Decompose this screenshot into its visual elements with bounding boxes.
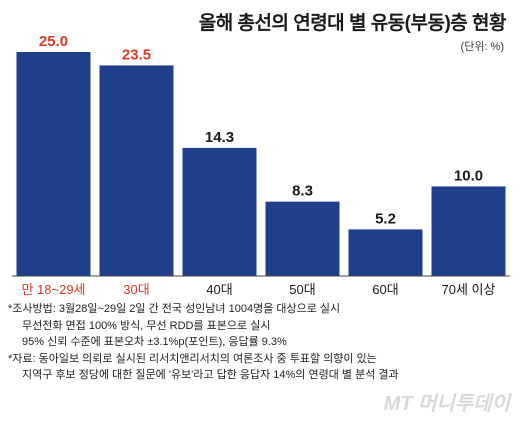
value-label-4: 8.3 [292, 183, 313, 200]
value-label-2: 23.5 [122, 46, 151, 63]
category-label-2: 30대 [123, 282, 149, 297]
survey-method-line-1: *조사방법: 3월28일~29일 2일 간 전국 성인남녀 1004명을 대상으… [8, 303, 341, 315]
value-label-3: 14.3 [205, 129, 234, 146]
chart-title: 올해 총선의 연령대 별 유동(부동)층 현황 [198, 13, 507, 34]
bar-chart: 25.0 만 18~29세 23.5 30대 14.3 40대 8.3 50대 5.2 60대 10… [12, 33, 510, 297]
bar-2 [99, 65, 174, 276]
source-line-2: 지역구 후보 정당에 대한 질문에 '유보'라고 답한 응답자 14%의 연령대… [22, 369, 399, 381]
bar-3 [182, 147, 257, 276]
watermark-logo: MT 머니투데이 [383, 393, 510, 415]
bar-5 [348, 229, 423, 276]
value-label-6: 10.0 [454, 167, 483, 184]
category-label-6: 70세 이상 [442, 282, 496, 297]
unit-label: (단위: %) [460, 41, 504, 53]
survey-method-line-2: 무선전화 면접 100% 방식, 무선 RDD를 표본으로 실시 [22, 319, 271, 332]
value-label-1: 25.0 [39, 33, 68, 50]
category-label-5: 60대 [372, 282, 398, 297]
category-label-4: 50대 [289, 282, 315, 297]
notes: *조사방법: 3월28일~29일 2일 간 전국 성인남녀 1004명을 대상으… [8, 301, 508, 384]
bar-1 [16, 52, 91, 276]
survey-method-line-3: 95% 신뢰 수준에 표본오차 ±3.1%p(포인트), 응답률 9.3% [22, 336, 287, 348]
category-label-3: 40대 [206, 282, 232, 297]
value-label-5: 5.2 [375, 210, 396, 227]
source-line-1: *자료: 동아일보 의뢰로 실시된 리서치앤리서치의 여론조사 중 투표할 의향… [8, 352, 377, 365]
bar-4 [265, 201, 340, 276]
category-label-1: 만 18~29세 [21, 282, 85, 297]
bar-6 [431, 186, 506, 276]
